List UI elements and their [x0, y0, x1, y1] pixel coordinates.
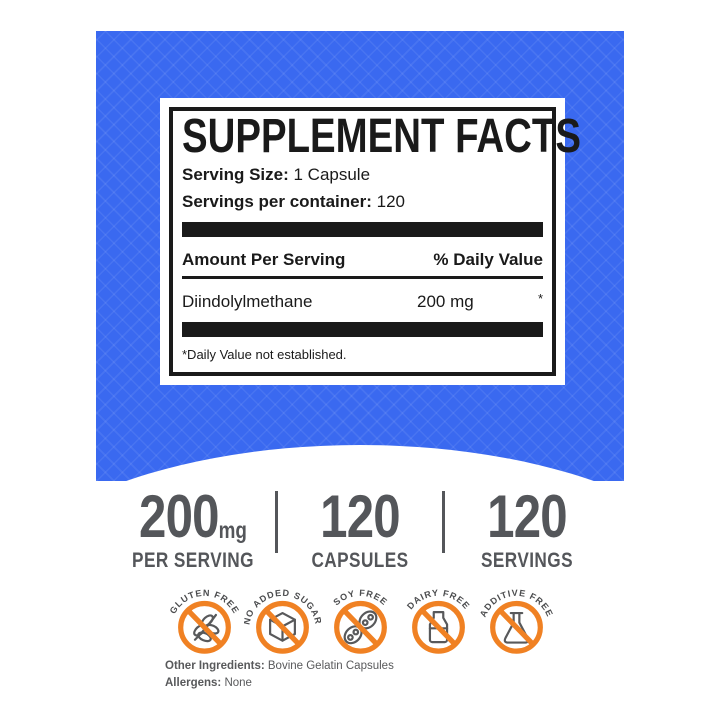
wheat-icon: GLUTEN FREE	[167, 588, 240, 654]
amount-per-serving-header: Amount Per Serving	[182, 250, 346, 270]
servings-label: Servings per container:	[182, 192, 372, 212]
supplement-facts-border: SUPPLEMENT FACTS Serving Size: 1 Capsule…	[169, 107, 581, 376]
serving-size-line: Serving Size: 1 Capsule	[182, 165, 543, 185]
stat-servings-label: SERVINGS	[481, 549, 573, 572]
stat-servings-number: 120	[487, 483, 567, 550]
daily-value-footnote: *Daily Value not established.	[182, 347, 347, 363]
daily-value-header: % Daily Value	[433, 250, 543, 270]
stat-per-serving-number: 200	[139, 483, 219, 550]
serving-size-label: Serving Size:	[182, 165, 289, 185]
soy-pod-icon: SOY FREE	[331, 588, 388, 654]
stat-servings: 120 SERVINGS	[451, 487, 603, 573]
other-ingredients-value: Bovine Gelatin Capsules	[264, 660, 394, 672]
ingredient-row: Diindolylmethane 200 mg *	[182, 291, 543, 312]
ingredient-name: Diindolylmethane	[182, 292, 313, 312]
supplement-facts-title: SUPPLEMENT FACTS	[182, 110, 581, 163]
ingredient-daily-value: *	[537, 291, 543, 307]
stat-per-serving: 200 mg PER SERVING	[117, 487, 269, 573]
footer-info: Other Ingredients: Bovine Gelatin Capsul…	[165, 658, 394, 691]
column-headers: Amount Per Serving % Daily Value	[182, 250, 543, 270]
allergens-line: Allergens: None	[165, 675, 394, 692]
stat-capsules-label: CAPSULES	[311, 549, 409, 572]
stat-capsules: 120 CAPSULES	[284, 487, 436, 573]
allergens-label: Allergens:	[165, 676, 222, 689]
stat-divider	[275, 491, 278, 553]
gluten-free-badge: GLUTEN FREE	[166, 574, 243, 654]
free-from-badges-row: GLUTEN FREE NO ADDED SUGAR	[0, 574, 720, 654]
stat-per-serving-unit: mg	[218, 517, 247, 543]
stat-capsules-number: 120	[320, 483, 400, 550]
divider-bar-bottom	[182, 322, 543, 338]
svg-text:NO ADDED SUGAR: NO ADDED SUGAR	[244, 588, 321, 626]
thin-rule	[182, 276, 543, 280]
allergens-value: None	[221, 676, 252, 689]
no-added-sugar-badge: NO ADDED SUGAR	[241, 574, 322, 654]
stat-capsules-value: 120	[298, 487, 423, 547]
servings-per-container-line: Servings per container: 120	[182, 192, 543, 212]
no-added-sugar-label: NO ADDED SUGAR	[241, 588, 322, 626]
supplement-facts-panel: SUPPLEMENT FACTS Serving Size: 1 Capsule…	[160, 98, 581, 385]
dairy-free-label: DAIRY FREE	[405, 588, 471, 612]
svg-text:DAIRY FREE: DAIRY FREE	[405, 588, 472, 612]
stat-per-serving-label: PER SERVING	[132, 549, 254, 572]
sugar-cube-icon: NO ADDED SUGAR	[241, 588, 322, 654]
stats-row: 200 mg PER SERVING 120 CAPSULES 120 SERVI…	[0, 487, 720, 573]
additive-free-badge: ADDITIVE FREE	[477, 574, 555, 654]
soy-free-badge: SOY FREE	[322, 574, 399, 654]
servings-value: 120	[371, 192, 405, 212]
curved-bottom-edge	[96, 445, 624, 481]
flask-icon: ADDITIVE FREE	[477, 588, 554, 654]
stat-per-serving-value: 200 mg	[131, 487, 256, 547]
dairy-free-badge: DAIRY FREE	[400, 574, 477, 654]
ingredient-amount: 200 mg	[417, 292, 474, 312]
serving-size-value: 1 Capsule	[288, 165, 371, 185]
divider-bar-top	[182, 222, 543, 238]
milk-bottle-icon: DAIRY FREE	[405, 588, 472, 654]
other-ingredients-label: Other Ingredients:	[165, 660, 265, 672]
stat-divider	[442, 491, 445, 553]
other-ingredients-line: Other Ingredients: Bovine Gelatin Capsul…	[165, 658, 394, 675]
stat-servings-value: 120	[465, 487, 590, 547]
